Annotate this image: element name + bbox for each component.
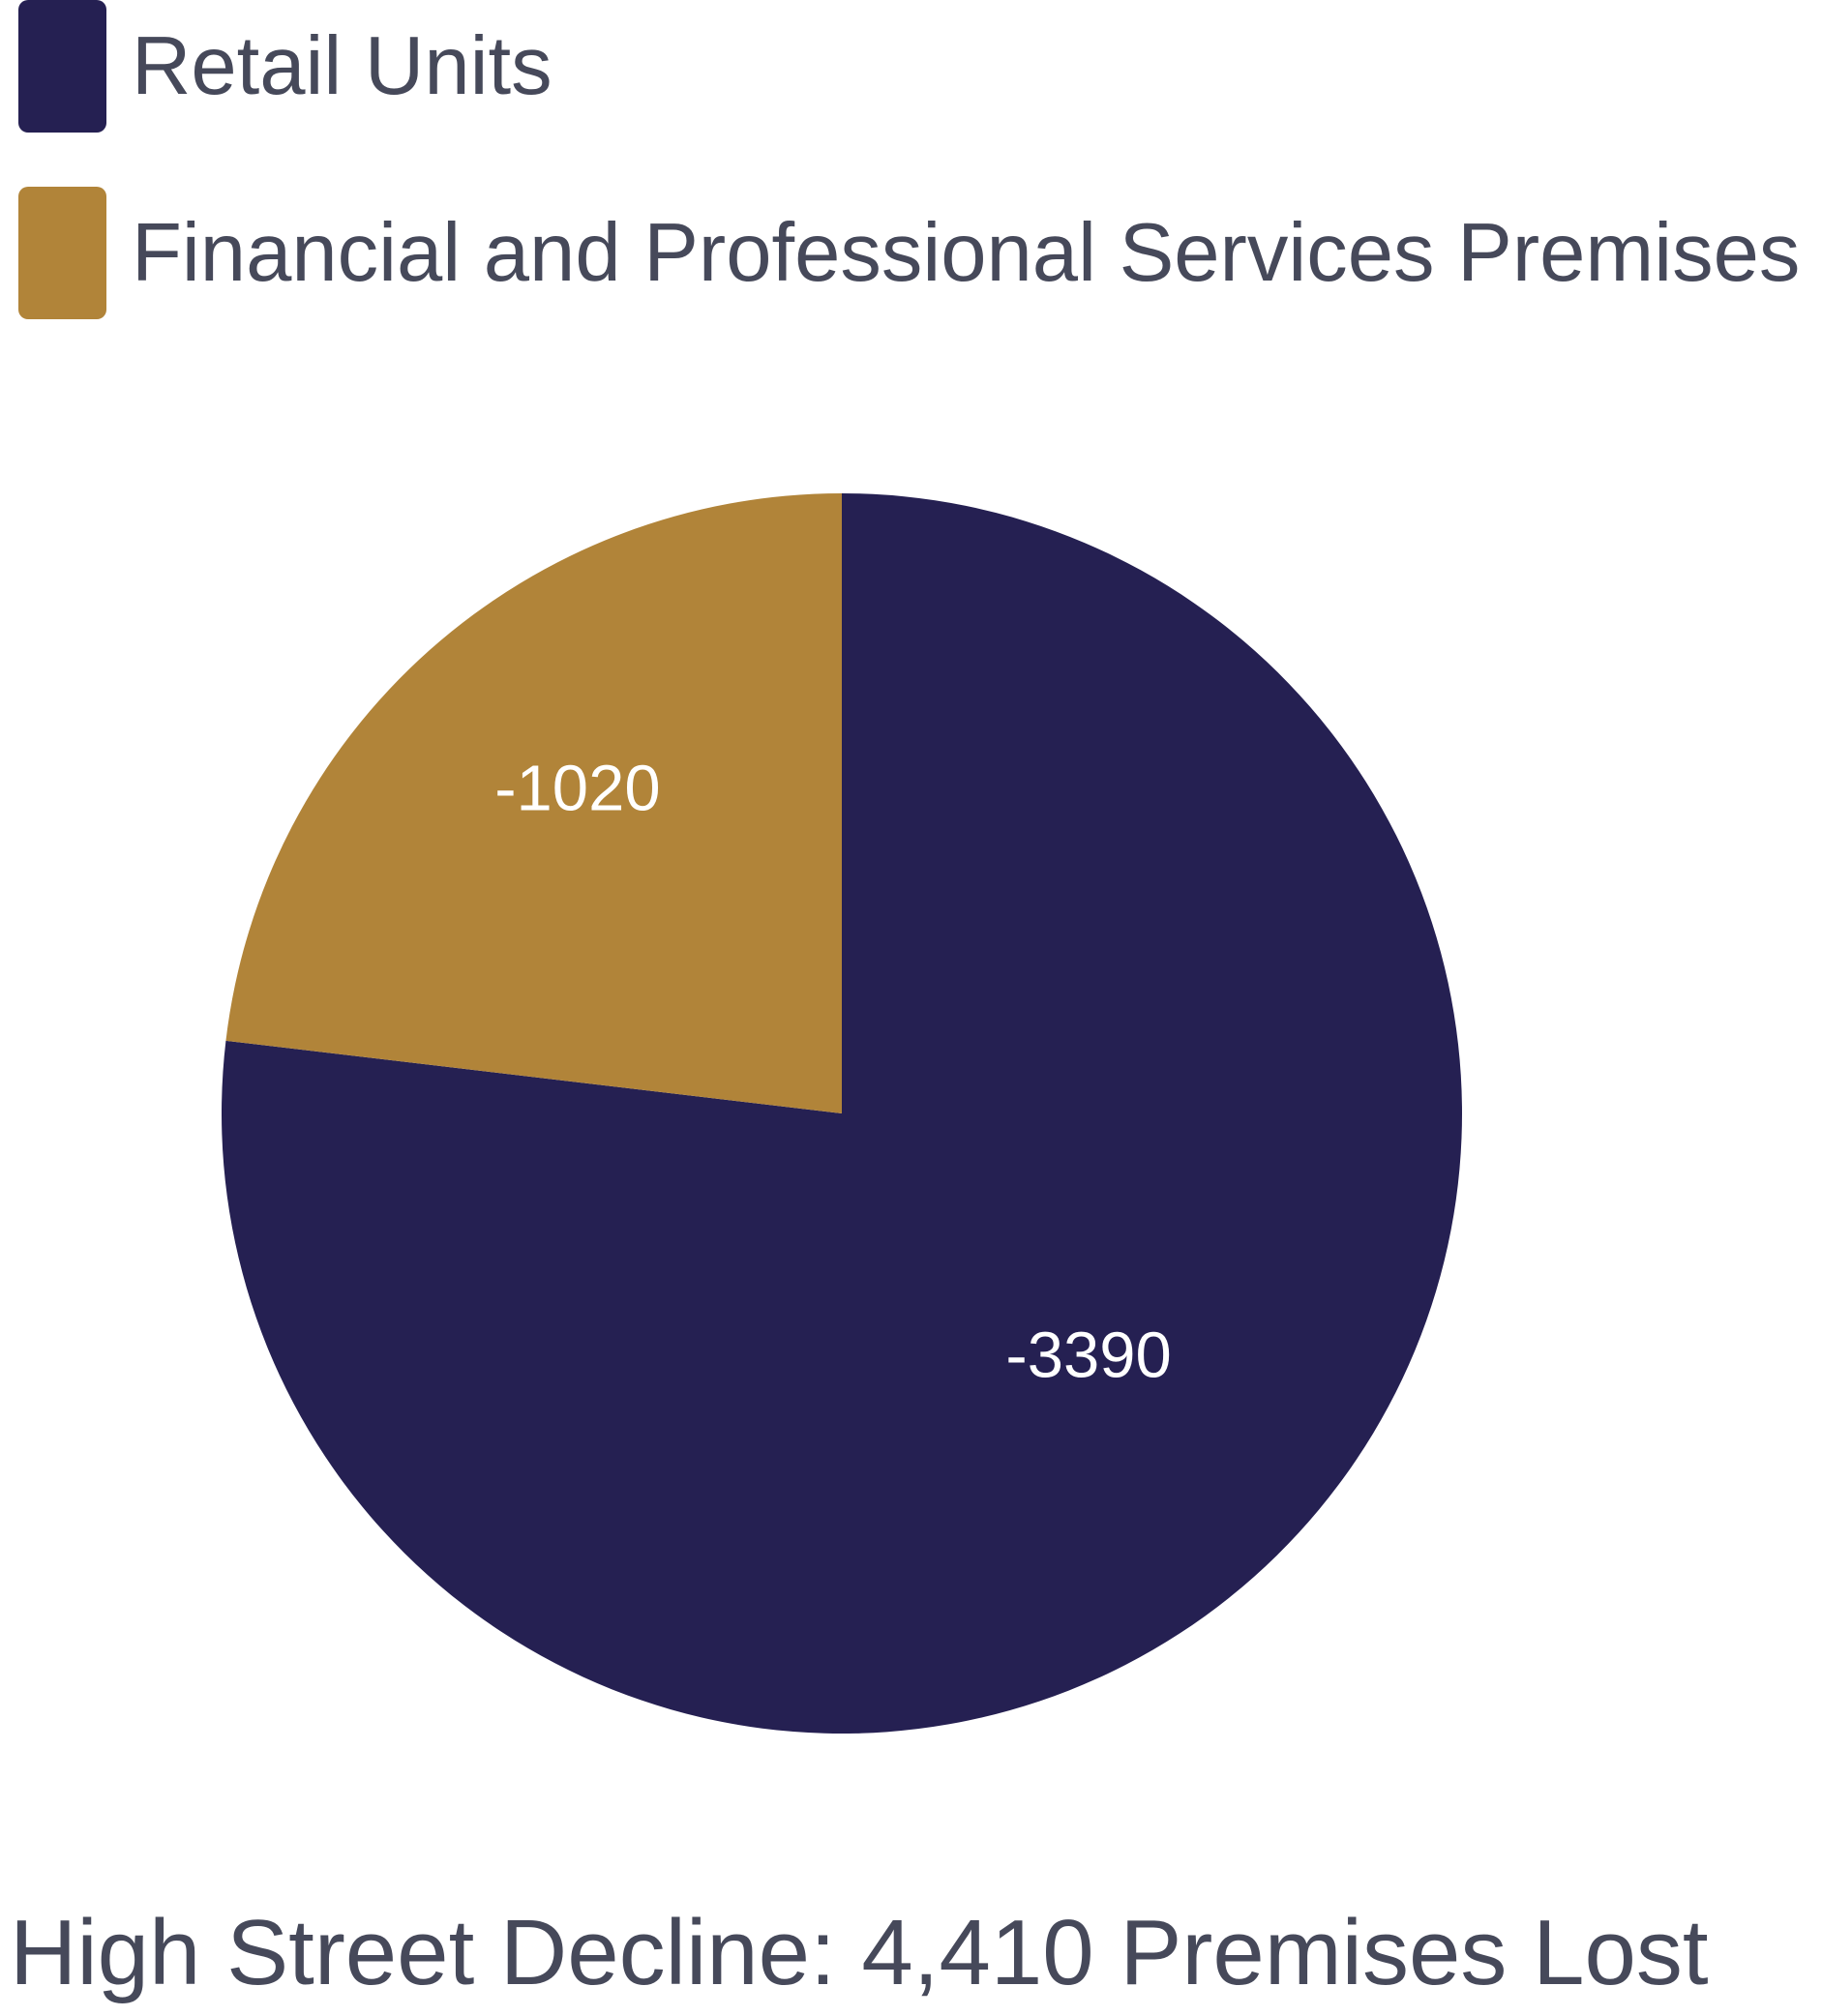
slice-value-label-retail-units: -3390	[1005, 1319, 1172, 1392]
legend-swatch-retail-units	[18, 0, 106, 133]
pie-slice-financial-and-professional-services-premises[interactable]	[225, 493, 843, 1113]
pie-svg	[222, 493, 1462, 1734]
pie-slice-retail-units[interactable]	[222, 493, 1462, 1734]
legend-item-financial-premises[interactable]: Financial and Professional Services Prem…	[18, 187, 1800, 319]
legend-swatch-financial-premises	[18, 187, 106, 319]
legend-item-retail-units[interactable]: Retail Units	[18, 0, 553, 133]
legend-label-retail-units: Retail Units	[132, 19, 553, 112]
pie-chart: -3390 -1020	[222, 493, 1462, 1734]
legend-label-financial-premises: Financial and Professional Services Prem…	[132, 206, 1801, 299]
chart-title: High Street Decline: 4,410 Premises Lost	[10, 1901, 1709, 2004]
slice-value-label-financial-premises: -1020	[494, 752, 661, 825]
